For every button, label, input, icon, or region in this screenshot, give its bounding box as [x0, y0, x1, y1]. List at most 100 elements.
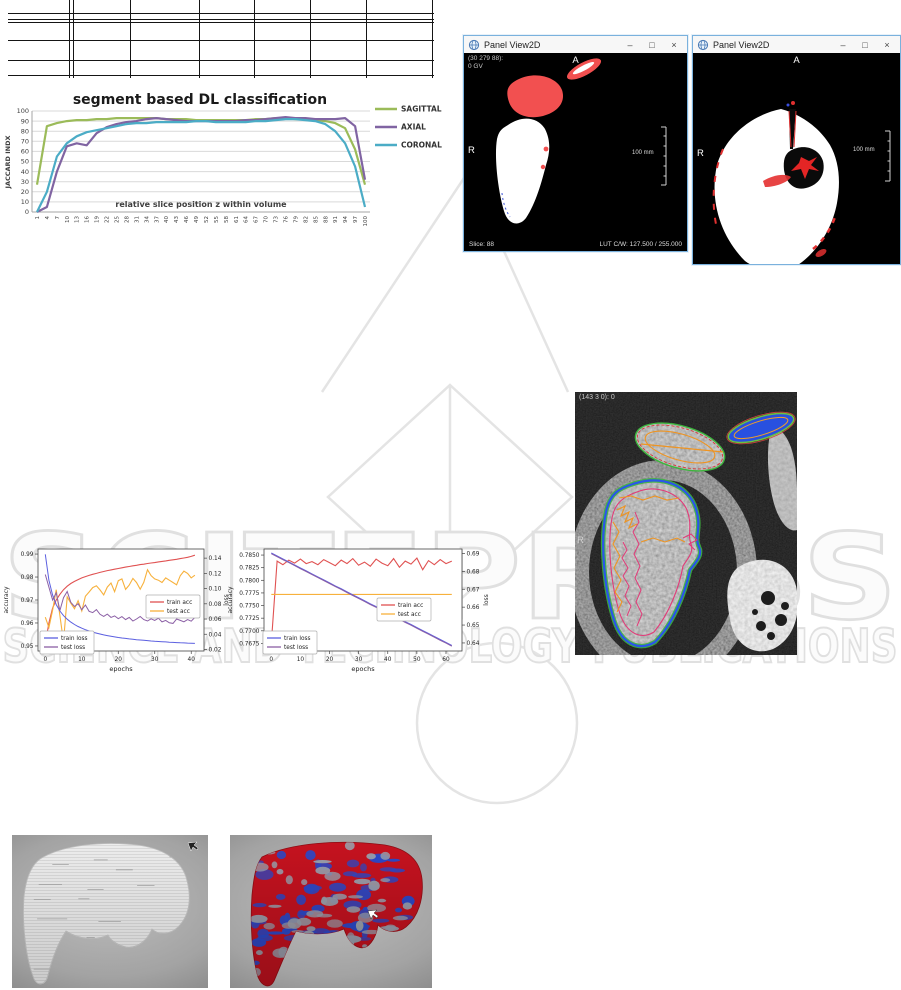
y-tick-label: 0.7800: [239, 578, 260, 584]
x-tick-label: 37: [154, 216, 160, 223]
x-tick-label: 64: [244, 216, 250, 223]
y-tick-label: 0: [25, 208, 29, 216]
x-tick-label: 22: [105, 216, 111, 223]
close-button[interactable]: ×: [884, 39, 890, 50]
globe-icon: [468, 39, 480, 51]
maximize-button[interactable]: □: [649, 39, 655, 50]
table-line: [8, 75, 434, 77]
kidney-calyces: [752, 591, 789, 640]
blue-patch: [365, 954, 371, 960]
x-tick-label: 40: [188, 657, 196, 663]
y-tick-label: 0.65: [467, 623, 480, 629]
y-axis-label: loss: [483, 594, 490, 606]
blue-contour: [602, 479, 702, 648]
y-tick-label: 0.64: [467, 641, 480, 647]
x-tick-label: 97: [353, 216, 359, 223]
ct-graphic: [575, 392, 797, 655]
blue-patch: [396, 943, 412, 952]
minimize-button[interactable]: –: [627, 39, 633, 50]
red-diff-spot: [540, 164, 546, 170]
blue-patch: [396, 931, 412, 941]
orientation-label-right: R: [468, 145, 475, 156]
x-tick-label: 30: [355, 657, 363, 663]
scale-label: 100 mm: [853, 147, 875, 153]
red-diff-dot: [791, 101, 795, 105]
y-tick-label: 90: [21, 117, 29, 125]
gray-patch: [382, 945, 393, 953]
x-tick-label: 55: [214, 216, 220, 223]
lut-status: LUT C/W: 127.500 / 255.000: [599, 241, 682, 248]
blue-filled-structure: [726, 411, 796, 445]
x-tick-label: 67: [254, 216, 260, 223]
x-tick-label: 58: [224, 216, 230, 223]
gray-patch: [365, 959, 374, 971]
y-tick-label: 0.04: [209, 632, 222, 638]
y-axis-label: loss: [223, 594, 230, 606]
x-tick-label: 76: [284, 216, 290, 223]
orange-squiggle: [618, 495, 680, 501]
cursor-coordinates: (30 279 88): 0 GV: [468, 55, 503, 71]
y-tick-label: 0.7725: [239, 616, 260, 622]
gray-patch: [371, 964, 378, 970]
mesh-shading: [251, 842, 423, 986]
series-train-loss: [44, 554, 195, 644]
y-tick-label: 0.68: [467, 569, 480, 575]
legend-label: test loss: [61, 645, 85, 651]
y-tick-label: 70: [21, 138, 29, 146]
y-tick-label: 0.7775: [239, 591, 260, 597]
y-tick-label: 0.08: [209, 602, 222, 608]
coord-line1: (30 279 88):: [468, 55, 504, 62]
table-line: [8, 40, 434, 42]
jaccard-index-chart: 0 10 20 30 40 50 60 70 80 90 100 1 4 7 10 13 16 19 22 25 28 3…: [4, 92, 442, 227]
y-tick-label: 0.99: [21, 552, 34, 558]
orientation-label-right: R: [697, 148, 704, 159]
legend-label: train acc: [398, 603, 423, 609]
gray-patch: [375, 948, 382, 954]
x-tick-label: 13: [75, 216, 81, 223]
slice-status: Slice: 88: [469, 241, 494, 248]
blue-patch: [318, 951, 334, 960]
x-tick-label: 10: [65, 216, 71, 223]
window-titlebar: Panel View2D – □ ×: [693, 36, 900, 54]
series-coronal: [36, 118, 367, 213]
gray-patch: [385, 951, 397, 958]
x-tick-label: 52: [204, 216, 210, 223]
gray-patch: [284, 953, 304, 962]
red-diff-star: [791, 157, 819, 179]
x-tick-label: 1: [35, 216, 41, 220]
x-tick-label: 20: [326, 657, 334, 663]
series-test-loss: [271, 553, 453, 647]
blue-patch: [358, 963, 373, 972]
x-axis-label: epochs: [109, 665, 133, 673]
series-test-acc: [44, 568, 196, 642]
table-line: [8, 13, 434, 15]
orange-squiggle: [640, 537, 686, 543]
y-tick-label: 0.67: [467, 587, 480, 593]
x-tick-label: 40: [164, 216, 170, 223]
legend-label: test acc: [167, 609, 190, 615]
x-tick-label: 46: [184, 216, 190, 223]
close-button[interactable]: ×: [671, 39, 677, 50]
minimize-button[interactable]: –: [840, 39, 846, 50]
red-contour-fringe: [712, 148, 724, 230]
blue-patch: [399, 965, 405, 969]
y-tick-label: 0.95: [21, 644, 34, 650]
red-diff-streak: [763, 174, 791, 187]
x-tick-label: 40: [384, 657, 392, 663]
x-tick-label: 28: [124, 216, 130, 223]
panel-view2d-window-2: Panel View2D – □ × A R 100: [692, 35, 901, 265]
y-tick-label: 20: [21, 188, 29, 196]
red-contour-edge: [788, 110, 792, 148]
segmentation-slice-graphic: [495, 58, 667, 224]
y-tick-label: 0.97: [21, 598, 34, 604]
maximize-button[interactable]: □: [862, 39, 868, 50]
cursor-icon: [367, 909, 379, 920]
liver-mesh-graphic: [23, 841, 199, 985]
x-tick-label: 4: [45, 216, 51, 220]
blue-patch: [331, 940, 352, 948]
pink-squiggle: [632, 511, 643, 627]
x-axis-label: relative slice position z within volume: [115, 200, 287, 209]
accuracy-loss-plot-1: 0.95 0.96 0.97 0.98 0.99 0.02 0.04 0.06 0.08 0.10…: [3, 548, 230, 673]
cursor-icon: [187, 841, 199, 852]
